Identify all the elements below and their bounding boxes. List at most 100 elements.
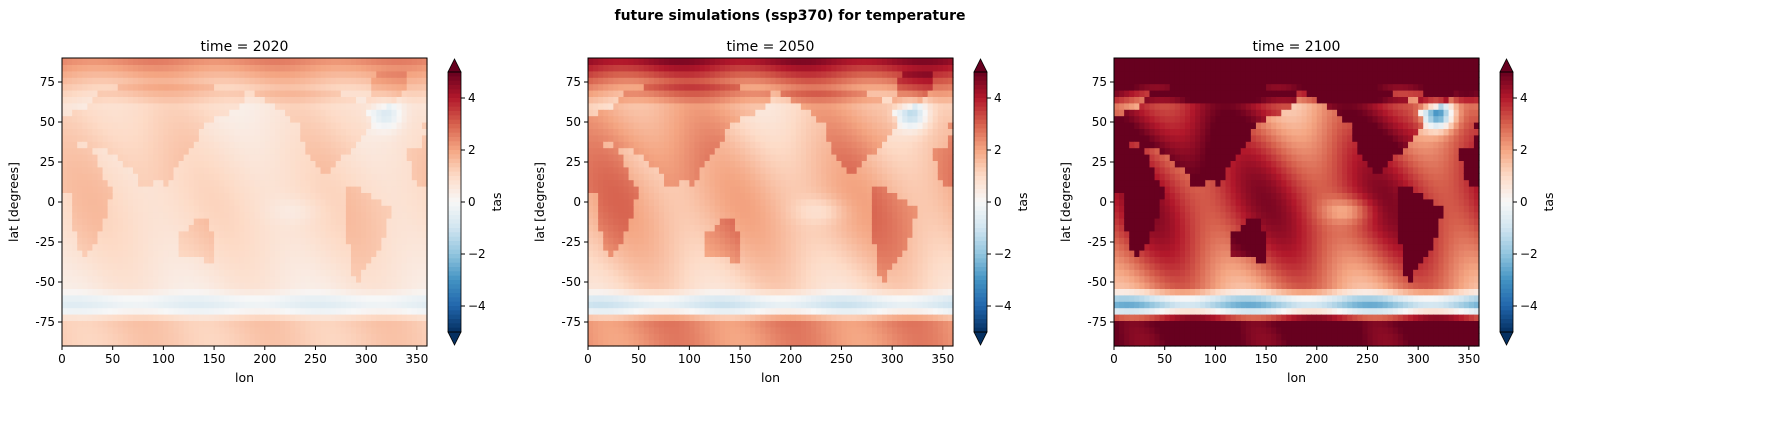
- heatmap-cell: [689, 192, 696, 200]
- heatmap-cell: [158, 218, 164, 225]
- heatmap-cell: [750, 58, 756, 65]
- heatmap-cell: [209, 320, 215, 328]
- heatmap-cell: [239, 186, 246, 193]
- heatmap-cell: [279, 243, 286, 251]
- heatmap-cell: [335, 250, 342, 257]
- heatmap-cell: [219, 192, 225, 200]
- heatmap-cell: [669, 160, 675, 168]
- heatmap-cell: [729, 141, 736, 149]
- heatmap-cell: [750, 90, 756, 97]
- heatmap-cell: [244, 109, 251, 117]
- heatmap-cell: [274, 90, 281, 97]
- heatmap-cell: [117, 275, 124, 283]
- heatmap-cell: [163, 230, 170, 238]
- heatmap-cell: [674, 205, 680, 213]
- heatmap-cell: [178, 122, 185, 129]
- heatmap-cell: [209, 250, 215, 257]
- heatmap-cell: [112, 109, 119, 117]
- heatmap-cell: [735, 83, 741, 91]
- heatmap-cell: [67, 339, 73, 347]
- heatmap-cell: [750, 243, 756, 251]
- heatmap-cell: [386, 160, 393, 168]
- heatmap-cell: [92, 320, 99, 328]
- heatmap-cell: [674, 147, 680, 155]
- heatmap-cell: [62, 262, 68, 270]
- heatmap-cell: [714, 230, 721, 238]
- heatmap-cell: [765, 282, 772, 289]
- heatmap-cell: [107, 237, 114, 245]
- heatmap-cell: [755, 173, 761, 181]
- heatmap-cell: [224, 326, 230, 334]
- heatmap-cell: [112, 198, 119, 206]
- heatmap-cell: [745, 262, 751, 270]
- heatmap-cell: [229, 218, 235, 225]
- heatmap-cell: [209, 83, 215, 91]
- heatmap-cell: [198, 147, 205, 155]
- heatmap-cell: [300, 211, 306, 219]
- heatmap-cell: [92, 211, 99, 219]
- heatmap-cell: [183, 211, 190, 219]
- heatmap-cell: [613, 147, 620, 155]
- heatmap-cell: [724, 307, 731, 315]
- heatmap-cell: [117, 314, 124, 321]
- heatmap-cell: [361, 269, 367, 277]
- heatmap-cell: [107, 77, 114, 85]
- heatmap-cell: [729, 122, 736, 129]
- heatmap-cell: [674, 262, 680, 270]
- heatmap-cell: [295, 250, 301, 257]
- heatmap-cell: [699, 179, 706, 187]
- heatmap-cell: [608, 173, 614, 181]
- heatmap-cell: [87, 294, 94, 302]
- heatmap-cell: [735, 224, 741, 232]
- heatmap-cell: [345, 269, 352, 277]
- heatmap-cell: [244, 198, 251, 206]
- heatmap-cell: [694, 326, 701, 334]
- heatmap-cell: [219, 288, 225, 296]
- heatmap-cell: [411, 192, 418, 200]
- heatmap-cell: [674, 128, 680, 136]
- heatmap-cell: [300, 314, 306, 321]
- heatmap-cell: [188, 166, 195, 174]
- heatmap-cell: [72, 275, 78, 283]
- heatmap-cell: [391, 179, 398, 187]
- heatmap-cell: [350, 269, 357, 277]
- heatmap-cell: [193, 128, 200, 136]
- heatmap-cell: [67, 294, 73, 302]
- heatmap-cell: [350, 102, 357, 110]
- heatmap-cell: [653, 77, 660, 85]
- heatmap-cell: [653, 243, 660, 251]
- heatmap-cell: [694, 320, 701, 328]
- heatmap-cell: [613, 122, 620, 129]
- heatmap-cell: [371, 77, 377, 85]
- heatmap-cell: [694, 237, 701, 245]
- heatmap-cell: [290, 58, 296, 65]
- heatmap-cell: [259, 83, 266, 91]
- heatmap-cell: [198, 70, 205, 78]
- heatmap-cell: [300, 83, 306, 91]
- heatmap-cell: [107, 160, 114, 168]
- heatmap-cell: [264, 339, 271, 347]
- heatmap-cell: [279, 256, 286, 264]
- heatmap-cell: [244, 128, 251, 136]
- heatmap-cell: [87, 314, 94, 321]
- heatmap-cell: [92, 205, 99, 213]
- heatmap-cell: [203, 301, 210, 309]
- heatmap-cell: [608, 288, 614, 296]
- heatmap-cell: [229, 64, 235, 72]
- heatmap-cell: [588, 83, 594, 91]
- heatmap-cell: [132, 192, 139, 200]
- heatmap-cell: [335, 115, 342, 123]
- heatmap-cell: [653, 186, 660, 193]
- heatmap-cell: [330, 147, 337, 155]
- heatmap-cell: [598, 301, 604, 309]
- heatmap-cell: [593, 256, 599, 264]
- heatmap-cell: [259, 186, 266, 193]
- heatmap-cell: [330, 269, 337, 277]
- heatmap-cell: [224, 102, 230, 110]
- heatmap-cell: [421, 96, 428, 104]
- heatmap-cell: [67, 333, 73, 341]
- heatmap-cell: [72, 211, 78, 219]
- heatmap-cell: [376, 320, 382, 328]
- heatmap-cell: [618, 326, 625, 334]
- heatmap-cell: [623, 301, 630, 309]
